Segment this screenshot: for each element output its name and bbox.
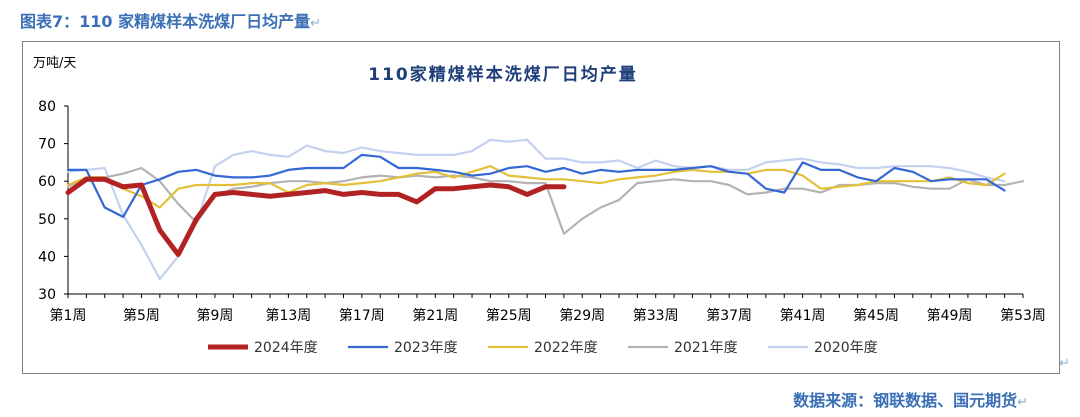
x-tick-label: 第33周 (633, 307, 679, 324)
source-return-mark-icon: ↵ (1017, 395, 1028, 410)
x-tick-label: 第13周 (265, 307, 311, 324)
axes: 30 40 50 60 70 80 第1周 第5周 第9周 第13周 第17周 第21周 第25周 第29… (38, 99, 1046, 324)
y-tick-label: 40 (38, 249, 56, 265)
series-line-2020年度 (66, 138, 1006, 281)
x-tick-label: 第49周 (927, 307, 973, 324)
x-tick-label: 第5周 (123, 307, 160, 324)
x-tick-label: 第25周 (486, 307, 532, 324)
x-tick-label: 第37周 (706, 307, 752, 324)
plot-area (65, 138, 1025, 281)
y-axis-unit-label: 万吨/天 (33, 56, 76, 71)
line-chart: 110家精煤样本洗煤厂日均产量 万吨/天 30 40 50 60 70 80 第1周 第5周 第… (33, 56, 1046, 356)
chart-frame: 110家精煤样本洗煤厂日均产量 万吨/天 30 40 50 60 70 80 第1周 第5周 第… (22, 41, 1060, 374)
y-tick-label: 50 (38, 212, 56, 228)
x-tick-label: 第9周 (196, 307, 233, 324)
legend: 2024年度 2023年度 2022年度 2021年度 2020年度 (208, 340, 878, 356)
x-tick-label: 第41周 (780, 307, 826, 324)
series-line-2024年度 (65, 176, 567, 257)
legend-label: 2021年度 (674, 340, 738, 356)
corner-return-mark-icon: ↵ (1059, 356, 1070, 371)
x-tick-label: 第21周 (412, 307, 458, 324)
figure-caption: 图表7：110 家精煤样本洗煤厂日均产量↵ (20, 12, 322, 31)
y-tick-label: 80 (38, 99, 56, 115)
chart-title: 110家精煤样本洗煤厂日均产量 (368, 64, 638, 85)
y-tick-label: 30 (38, 287, 56, 303)
x-tick-label: 第1周 (50, 307, 87, 324)
x-tick-label: 第53周 (1000, 307, 1046, 324)
series-line-2022年度 (66, 165, 1006, 209)
x-tick-label: 第17周 (339, 307, 385, 324)
return-mark-icon: ↵ (310, 16, 322, 31)
legend-label: 2022年度 (534, 340, 598, 356)
x-tick-label: 第45周 (853, 307, 899, 324)
y-tick-label: 60 (38, 174, 56, 190)
y-tick-label: 70 (38, 137, 56, 153)
legend-label: 2023年度 (394, 340, 458, 356)
data-source: 数据来源：钢联数据、国元期货↵ (793, 391, 1028, 410)
legend-label: 2020年度 (814, 340, 878, 356)
legend-label: 2024年度 (254, 340, 318, 356)
series-line-2023年度 (66, 153, 1006, 218)
x-tick-label: 第29周 (559, 307, 605, 324)
